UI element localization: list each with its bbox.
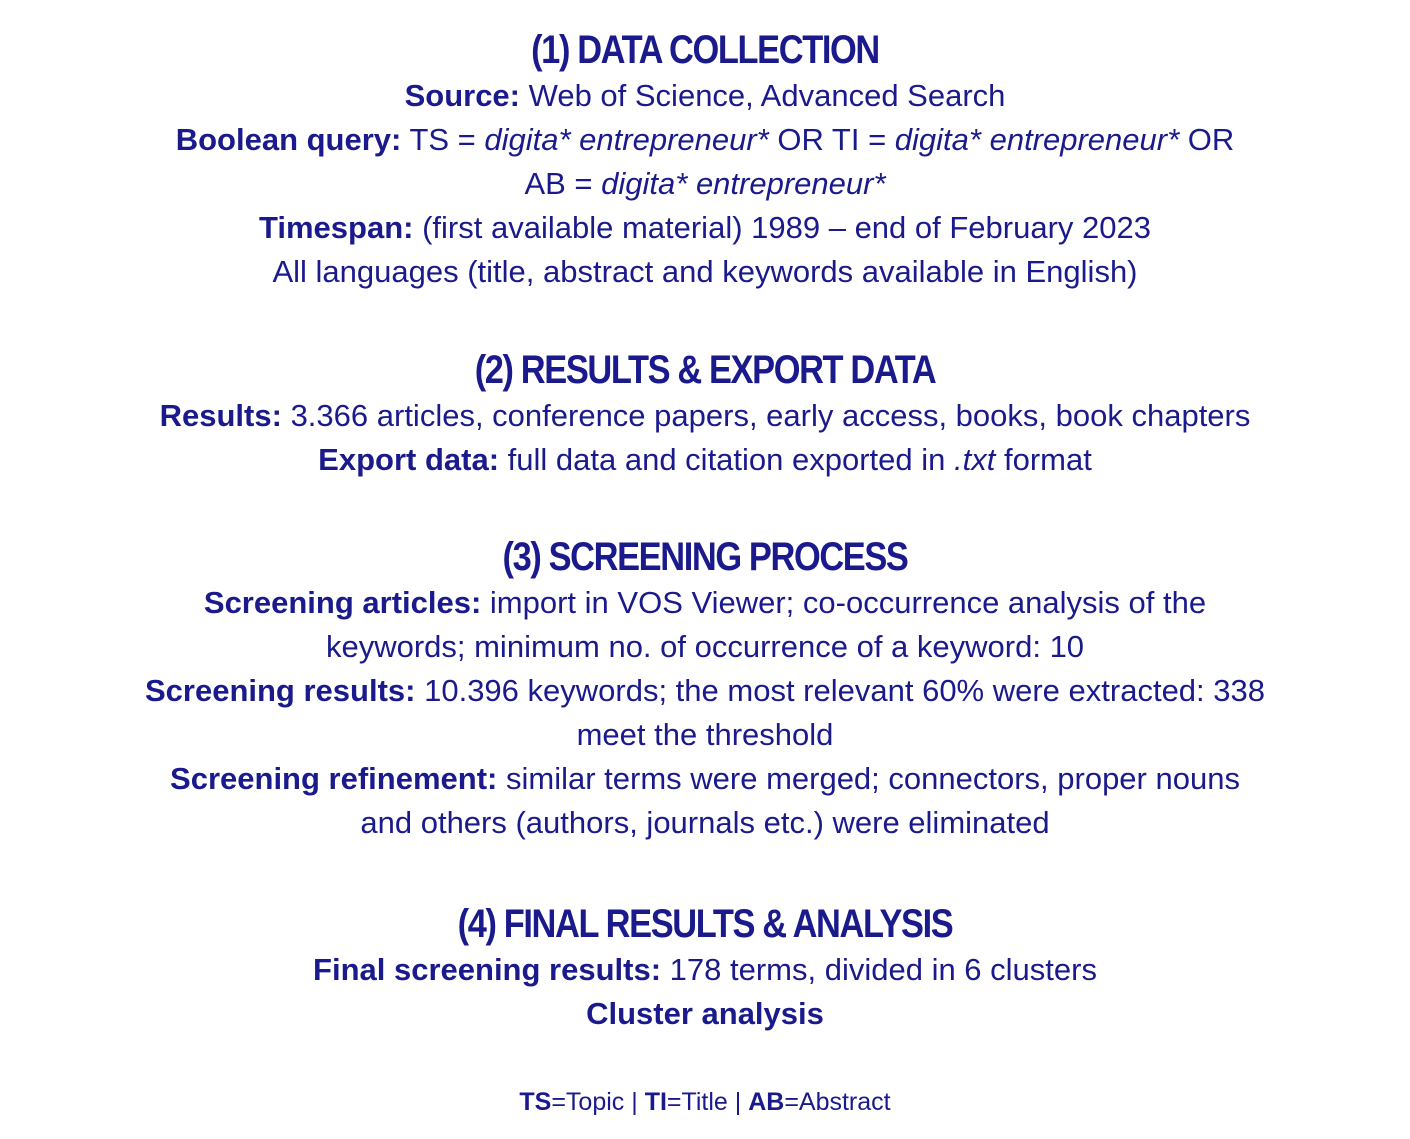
heading-final-results: (4) FINAL RESULTS & ANALYSIS bbox=[99, 900, 1312, 948]
screening-refinement-label: Screening refinement: bbox=[170, 761, 498, 796]
heading-data-collection: (1) DATA COLLECTION bbox=[99, 26, 1312, 74]
legend-ti-abbr: TI bbox=[644, 1088, 667, 1116]
step-title: RESULTS & EXPORT DATA bbox=[520, 348, 937, 392]
final-results-line: Final screening results: 178 terms, divi… bbox=[0, 948, 1410, 992]
step-number: (1) bbox=[531, 28, 570, 72]
export-line: Export data: full data and citation expo… bbox=[0, 438, 1410, 482]
section-final-results: (4) FINAL RESULTS & ANALYSIS Final scree… bbox=[0, 900, 1410, 1036]
timespan-line: Timespan: (first available material) 198… bbox=[0, 206, 1410, 250]
query-or-ti: OR TI = bbox=[768, 122, 895, 157]
query-term: digita* entrepreneur* bbox=[484, 122, 769, 157]
source-label: Source: bbox=[404, 78, 520, 113]
step-title: DATA COLLECTION bbox=[577, 28, 880, 72]
screening-results-value: 10.396 keywords; the most relevant 60% w… bbox=[424, 673, 1265, 708]
legend-ab-abbr: AB bbox=[748, 1088, 785, 1116]
step-number: (3) bbox=[502, 535, 541, 579]
results-value: 3.366 articles, conference papers, early… bbox=[290, 398, 1251, 433]
screening-results-line-1: Screening results: 10.396 keywords; the … bbox=[0, 669, 1410, 713]
legend-ts-abbr: TS bbox=[519, 1088, 552, 1116]
query-label: Boolean query: bbox=[175, 122, 402, 157]
timespan-label: Timespan: bbox=[258, 210, 414, 245]
screening-refinement-line-2: and others (authors, journals etc.) were… bbox=[360, 805, 1050, 840]
export-format: .txt bbox=[954, 442, 996, 477]
screening-articles-line-1: Screening articles: import in VOS Viewer… bbox=[0, 581, 1410, 625]
abbreviation-legend: TS=Topic | TI=Title | AB=Abstract bbox=[0, 1085, 1410, 1119]
legend-ti-text: =Title | bbox=[666, 1088, 749, 1116]
screening-articles-value: import in VOS Viewer; co-occurrence anal… bbox=[489, 585, 1207, 620]
heading-screening-process: (3) SCREENING PROCESS bbox=[99, 533, 1312, 581]
screening-results-line-2: meet the threshold bbox=[576, 717, 834, 752]
export-label: Export data: bbox=[318, 442, 500, 477]
section-data-collection: (1) DATA COLLECTION Source: Web of Scien… bbox=[0, 26, 1410, 294]
query-term: digita* entrepreneur* bbox=[894, 122, 1180, 157]
results-line: Results: 3.366 articles, conference pape… bbox=[0, 394, 1410, 438]
query-line-1: Boolean query: TS = digita* entrepreneur… bbox=[0, 118, 1410, 162]
section-screening-process: (3) SCREENING PROCESS Screening articles… bbox=[0, 533, 1410, 845]
export-value: full data and citation exported in bbox=[507, 442, 955, 477]
step-title: FINAL RESULTS & ANALYSIS bbox=[503, 902, 954, 946]
source-line: Source: Web of Science, Advanced Search bbox=[0, 74, 1410, 118]
screening-articles-label: Screening articles: bbox=[203, 585, 482, 620]
cluster-analysis: Cluster analysis bbox=[586, 996, 824, 1031]
results-label: Results: bbox=[159, 398, 282, 433]
step-number: (2) bbox=[474, 348, 514, 392]
query-term: digita* entrepreneur* bbox=[601, 166, 886, 201]
export-value-end: format bbox=[995, 442, 1092, 477]
source-value: Web of Science, Advanced Search bbox=[528, 78, 1006, 113]
step-number: (4) bbox=[457, 902, 497, 946]
heading-results-export: (2) RESULTS & EXPORT DATA bbox=[99, 346, 1312, 394]
final-results-value: 178 terms, divided in 6 clusters bbox=[669, 952, 1097, 987]
legend-ab-text: =Abstract bbox=[784, 1088, 891, 1116]
final-results-label: Final screening results: bbox=[313, 952, 662, 987]
languages-line: All languages (title, abstract and keywo… bbox=[272, 254, 1138, 289]
screening-refinement-value: similar terms were merged; connectors, p… bbox=[505, 761, 1240, 796]
step-title: SCREENING PROCESS bbox=[548, 535, 909, 579]
query-ab: AB = bbox=[524, 166, 602, 201]
legend-ts-text: =Topic | bbox=[551, 1088, 645, 1116]
timespan-value: (first available material) 1989 – end of… bbox=[422, 210, 1151, 245]
query-ts: TS = bbox=[409, 122, 485, 157]
section-results-export: (2) RESULTS & EXPORT DATA Results: 3.366… bbox=[0, 346, 1410, 482]
screening-articles-line-2: keywords; minimum no. of occurrence of a… bbox=[325, 629, 1085, 664]
screening-refinement-line-1: Screening refinement: similar terms were… bbox=[0, 757, 1410, 801]
query-or: OR bbox=[1179, 122, 1235, 157]
query-line-2: AB = digita* entrepreneur* bbox=[0, 162, 1410, 206]
screening-results-label: Screening results: bbox=[144, 673, 416, 708]
